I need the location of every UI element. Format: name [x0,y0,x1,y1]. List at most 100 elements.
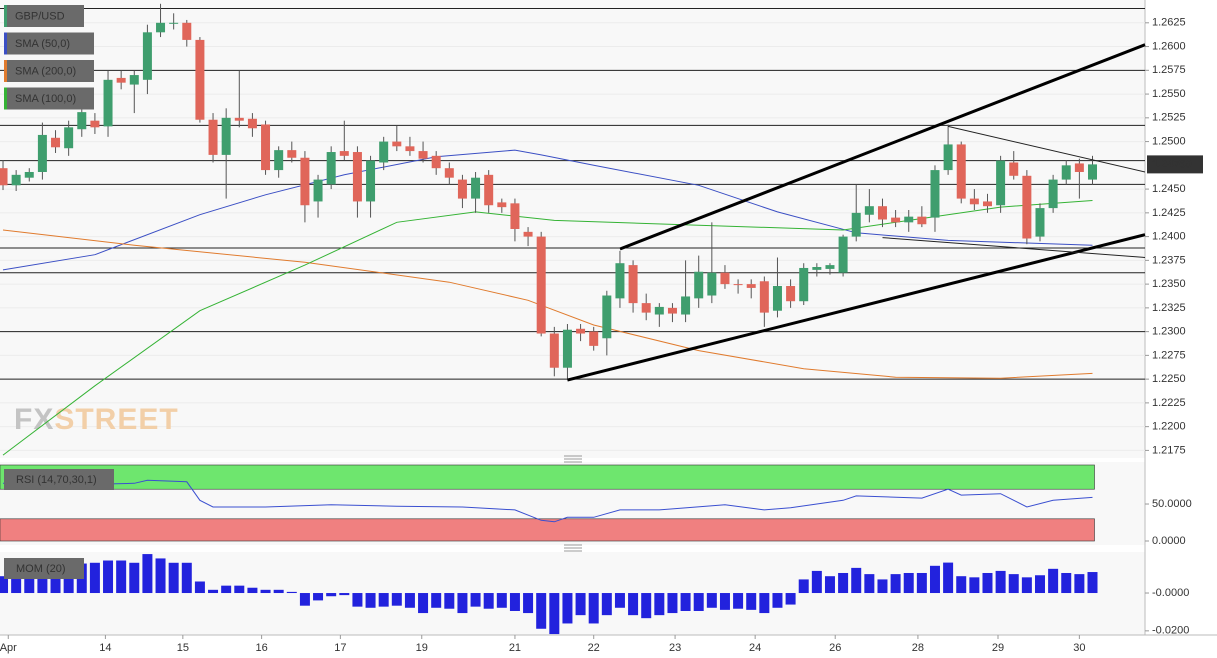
mom-bar [142,554,153,594]
mom-bar [365,593,376,608]
legend-swatch [4,5,7,27]
x-tick-label: 23 [669,642,681,654]
mom-bar [890,574,901,594]
y-tick-label: 1.2625 [1152,17,1186,29]
indicator-label: RSI (14,70,30,1) [16,474,97,486]
candle-body [471,177,481,199]
candle-body [602,295,612,339]
y-tick-label: -0.0200 [1152,625,1189,637]
legend-box [4,32,94,55]
mom-bar [1061,572,1072,594]
mom-bar [641,593,652,619]
candle-body [90,120,100,128]
legend-label: SMA (200,0) [15,65,76,77]
mom-bar [877,579,888,594]
y-tick-label: 1.2225 [1152,397,1186,409]
mom-bar [1008,574,1019,594]
mom-bar [929,565,940,594]
mom-bar [0,576,9,594]
mom-bar [11,574,22,594]
last-price-tag [1147,155,1203,174]
mom-bar [995,570,1006,594]
mom-bar [509,593,520,611]
candle-body [825,265,835,269]
mom-bar [50,568,61,594]
x-tick-label: 22 [588,642,600,654]
x-tick-label: 14 [99,642,111,654]
mom-bar [903,572,914,594]
mom-bar [431,593,442,608]
mom-bar [418,593,429,614]
mom-bar [628,593,639,616]
x-tick-label: 15 [177,642,189,654]
candle-body [77,112,87,130]
sma-line [2,229,1093,379]
candle-body [444,168,454,178]
indicator-label-box [4,469,114,490]
candle-body [1035,208,1045,237]
mom-bar [483,593,494,609]
candle-body [37,134,47,172]
candle-body [877,206,887,220]
mom-bar [247,587,258,594]
candle-body [261,124,271,171]
y-tick-label: 1.2300 [1152,326,1186,338]
mom-bar [1087,572,1098,594]
mom-bar [457,593,468,614]
y-tick-label: 1.2500 [1152,135,1186,147]
mom-bar [155,558,166,594]
candle-body [51,137,61,148]
mom-bar [326,593,337,597]
legend-swatch [4,60,7,82]
mom-bar [667,593,678,614]
mom-bar [168,562,179,594]
x-tick-label: 17 [334,642,346,654]
sma-line [2,149,1093,271]
mom-bar [129,562,140,594]
watermark: FXSTREET [14,403,179,436]
legend-box [4,87,94,110]
y-tick-label: 1.2450 [1152,183,1186,195]
candle-body [287,150,297,158]
x-tick-label: 28 [912,642,924,654]
mom-bar [549,593,560,635]
mom-bar [536,593,547,629]
mom-bar [824,576,835,594]
candle-body [457,179,467,199]
mom-bar [470,593,481,607]
candle-body [431,155,441,169]
mom-bar [24,568,35,594]
mom-bar [969,577,980,594]
candle-body [733,284,743,286]
watermark-part: STREET [54,403,178,436]
mom-bar [956,576,967,594]
legend-swatch [4,87,7,110]
mom-bar [116,560,127,594]
candle-body [0,168,8,186]
candle-body [799,267,809,302]
candle-body [904,216,914,223]
mom-bar [601,593,612,616]
candle-body [812,267,822,270]
candle-body [195,39,205,120]
mom-bar [982,572,993,594]
candle-body [759,281,769,313]
candle-body [116,77,126,83]
mom-bar [391,593,402,606]
trend-line [882,237,1146,258]
candle-body [628,265,638,304]
mom-bar [273,589,284,594]
candle-body [523,231,533,237]
mom-bar [444,593,455,609]
mom-bar [614,593,625,608]
candle-body [851,212,861,237]
legend-box [4,5,84,27]
candle-body [930,170,940,218]
mom-bar [194,581,205,594]
mom-bar [654,593,665,616]
x-tick-label: 19 [416,642,428,654]
candle-body [169,22,179,24]
candle-body [156,22,166,33]
candle-body [969,198,979,205]
